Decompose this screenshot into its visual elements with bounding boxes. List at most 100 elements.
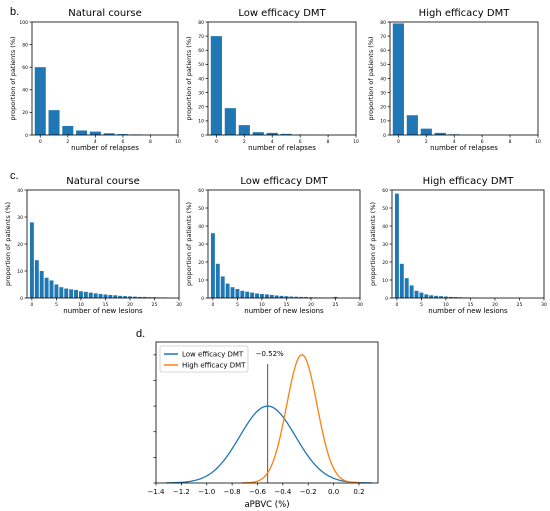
c3-axes-frame — [391, 189, 545, 299]
b2-x-tick-label: 4 — [271, 139, 274, 145]
c1-bar — [147, 297, 152, 298]
b1-bar — [89, 131, 101, 135]
b1-y-tick-label: 0 — [25, 133, 28, 139]
b3-y-tick-label: 60 — [380, 48, 386, 54]
d-legend-label: Low efficacy DMT — [182, 351, 244, 359]
c2-bar — [304, 297, 309, 298]
c2-bar — [235, 289, 240, 298]
b3-y-tick-label: 0 — [383, 133, 386, 139]
b1-bar — [117, 134, 129, 135]
c1-bar — [29, 222, 34, 298]
d-x-tick-label: −1.0 — [198, 488, 215, 496]
c2-bar — [220, 276, 225, 298]
b2-x-tick-label: 2 — [243, 139, 246, 145]
b2-bar — [238, 125, 250, 135]
b3-x-tick-label: 0 — [397, 139, 400, 145]
c2-title: Low efficacy DMT — [240, 176, 328, 187]
b2-y-label: proportion of patients (%) — [185, 36, 193, 120]
c1-y-tick-label: 30 — [17, 215, 23, 221]
c3-bar — [419, 292, 424, 298]
c1-x-tick-label: 25 — [152, 302, 158, 308]
c2-y-tick-label: 50 — [198, 206, 204, 212]
b3-x-label: number of relapses — [430, 144, 498, 152]
c1-y-tick-label: 20 — [17, 242, 23, 248]
c2-bar — [210, 233, 215, 298]
b2-x-tick-label: 6 — [299, 139, 302, 145]
b3-y-label: proportion of patients (%) — [367, 36, 375, 120]
b3-x-tick-label: 6 — [481, 139, 484, 145]
c2-x-tick-label: 5 — [236, 302, 239, 308]
d-axes-frame — [155, 341, 379, 484]
c1-x-tick-label: 20 — [127, 302, 133, 308]
b3-x-tick-label: 10 — [535, 139, 541, 145]
c3-y-tick-label: 10 — [382, 278, 388, 284]
c1-x-tick-label: 30 — [176, 302, 182, 308]
c3-title: High efficacy DMT — [423, 176, 515, 187]
c3-y-label: proportion of patients (%) — [369, 202, 377, 286]
c1-bar — [34, 260, 39, 298]
c3-x-tick-label: 5 — [420, 302, 423, 308]
c2-bar — [264, 294, 269, 298]
c2-y-tick-label: 0 — [201, 296, 204, 302]
c1-bar — [78, 291, 83, 298]
c2-y-tick-label: 40 — [198, 224, 204, 230]
c1-x-tick-label: 0 — [30, 302, 33, 308]
b3-y-tick-label: 40 — [380, 76, 386, 82]
b2-y-tick-label: 60 — [198, 48, 204, 54]
c3-bar — [448, 296, 453, 298]
d-x-tick-label: −1.2 — [173, 488, 190, 496]
c2-x-tick-label: 30 — [357, 302, 363, 308]
c1-bar — [88, 292, 93, 298]
b1-bar — [103, 133, 115, 135]
c2-y-tick-label: 60 — [198, 188, 204, 194]
c1-y-label: proportion of patients (%) — [4, 202, 12, 286]
c3-bar — [434, 295, 439, 298]
b1-y-tick-label: 20 — [22, 110, 28, 116]
d-legend-box — [159, 345, 249, 373]
c1-y-tick-label: 10 — [17, 269, 23, 275]
d-legend-label: High efficacy DMT — [182, 362, 246, 370]
b2-y-tick-label: 70 — [198, 34, 204, 40]
b1-y-tick-label: 80 — [22, 42, 28, 48]
c2-bar — [333, 296, 338, 298]
b3-y-tick-label: 80 — [380, 20, 386, 26]
b1-x-tick-label: 4 — [94, 139, 97, 145]
b3-x-tick-label: 2 — [425, 139, 428, 145]
b3-x-tick-label: 4 — [453, 139, 456, 145]
b3-y-tick-label: 20 — [380, 105, 386, 111]
c2-x-label: number of new lesions — [244, 307, 324, 315]
b2-title: Low efficacy DMT — [238, 8, 326, 19]
c3-y-tick-label: 20 — [382, 260, 388, 266]
b2-x-tick-label: 8 — [327, 139, 330, 145]
b3-bar — [406, 115, 418, 135]
c2-bar — [269, 294, 274, 298]
c2-x-tick-label: 25 — [333, 302, 339, 308]
c1-y-tick-label: 0 — [20, 296, 23, 302]
c2-bar — [245, 291, 250, 298]
c3-bar — [453, 297, 458, 298]
c3-y-tick-label: 60 — [382, 188, 388, 194]
panel-label-c: c. — [10, 170, 19, 182]
b1-y-tick-label: 100 — [19, 20, 28, 26]
b3-bar — [434, 132, 446, 135]
c2-bar — [274, 295, 279, 298]
b2-x-tick-label: 10 — [353, 139, 359, 145]
c1-bar — [137, 296, 142, 298]
b1-bar — [62, 125, 74, 135]
c3-y-tick-label: 30 — [382, 242, 388, 248]
c2-bar — [284, 296, 289, 298]
b2-bar — [224, 108, 236, 135]
c1-bar — [108, 295, 113, 298]
b1-bar — [76, 130, 88, 135]
b3-bar — [420, 128, 432, 135]
b2-bar — [252, 132, 264, 135]
c3-y-tick-label: 50 — [382, 206, 388, 212]
c3-bar — [409, 285, 414, 298]
c2-bar — [294, 296, 299, 298]
b3-y-tick-label: 50 — [380, 62, 386, 68]
b2-x-tick-label: 0 — [215, 139, 218, 145]
b1-x-tick-label: 0 — [39, 139, 42, 145]
b2-y-tick-label: 20 — [198, 105, 204, 111]
c2-bar — [299, 296, 304, 298]
